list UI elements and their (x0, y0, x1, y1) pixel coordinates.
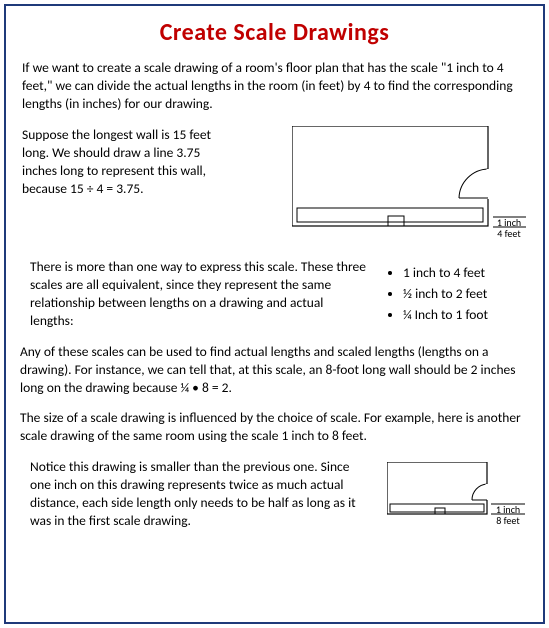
paragraph-scales: There is more than one way to express th… (22, 258, 369, 331)
floor-plan-small: 1 inch 8 feet (387, 462, 527, 530)
page-outer: Create Scale Drawings If we want to crea… (0, 0, 549, 628)
paragraph-smaller: Notice this drawing is smaller than the … (22, 458, 363, 531)
paragraph-usage: Any of these scales can be used to find … (20, 343, 527, 398)
paragraph-second-scale: The size of a scale drawing is influence… (20, 409, 527, 445)
diagram-2-wrap: 1 inch 8 feet (377, 458, 527, 530)
legend2-bottom: 8 feet (496, 514, 520, 527)
diagram-1-wrap: 1 inch 4 feet (228, 126, 527, 246)
scale-item-2: ½ inch to 2 feet (403, 284, 527, 305)
scale-item-1: 1 inch to 4 feet (403, 263, 527, 284)
example-row-2: Notice this drawing is smaller than the … (22, 458, 527, 531)
paragraph-intro: If we want to create a scale drawing of … (22, 59, 527, 114)
scales-list: 1 inch to 4 feet ½ inch to 2 feet ¼ Inch… (387, 263, 527, 326)
example-row-1: Suppose the longest wall is 15 feet long… (22, 126, 527, 246)
paragraph-example-1: Suppose the longest wall is 15 feet long… (22, 126, 212, 199)
floor-plan-large: 1 inch 4 feet (292, 126, 527, 246)
scale-item-3: ¼ Inch to 1 foot (403, 305, 527, 326)
legend1-bottom: 4 feet (497, 227, 521, 240)
equivalent-scales-row: There is more than one way to express th… (22, 258, 527, 331)
content-frame: Create Scale Drawings If we want to crea… (4, 4, 545, 624)
page-title: Create Scale Drawings (22, 18, 527, 47)
